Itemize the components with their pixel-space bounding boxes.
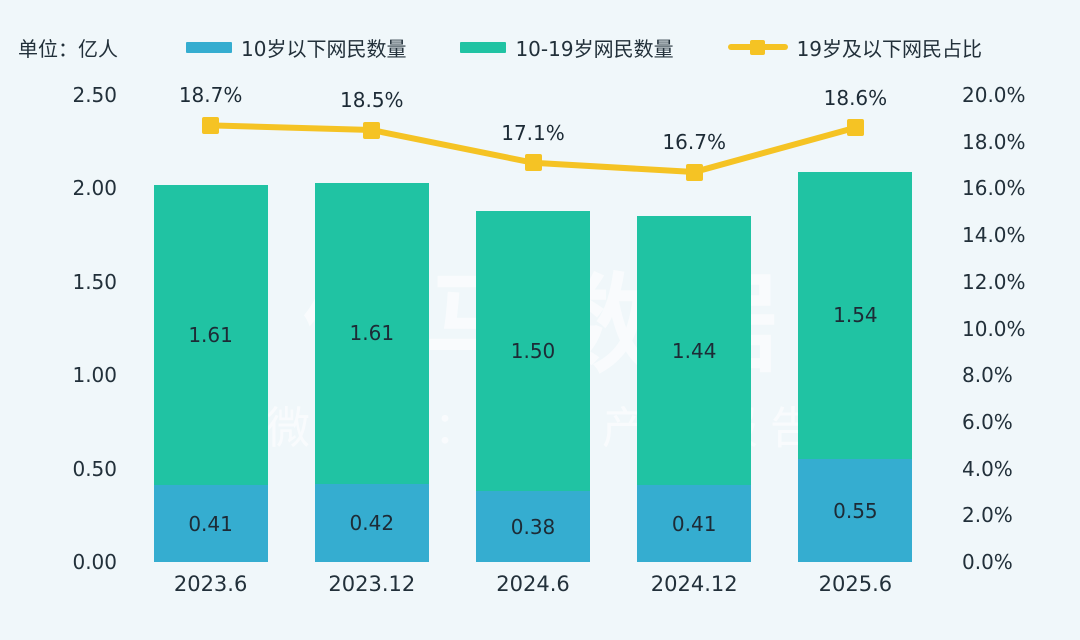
y-axis-right-tick: 12.0% [962,269,1026,294]
bar-value-label: 0.41 [671,511,717,536]
y-axis-right-tick: 18.0% [962,129,1026,154]
bar-value-label: 1.61 [188,323,233,348]
bar-segment-10to19[interactable]: 1.50 [476,210,590,492]
y-axis-right-tick: 2.0% [962,503,1013,528]
legend-item[interactable]: 10岁以下网民数量 [186,33,406,62]
y-axis-left: 0.00 0.50 1.00 1.50 2.00 2.50 [18,85,123,572]
y-axis-right-tick: 10.0% [962,316,1026,341]
share-point-label: 18.6% [823,85,888,110]
bar-value-label: 0.55 [833,498,878,523]
x-axis-tick-label: 2024.12 [650,572,738,596]
bar-segment-under10[interactable]: 0.42 [314,483,429,562]
share-line-marker[interactable] [363,121,381,139]
x-axis-tick-label: 2023.12 [328,572,416,596]
bar-value-label: 1.44 [671,338,717,363]
y-axis-right-tick: 4.0% [962,456,1013,481]
bar-segment-under10[interactable]: 0.38 [476,491,590,562]
y-axis-left-tick: 2.50 [72,83,117,107]
share-line-marker[interactable] [202,116,220,134]
share-line-marker[interactable] [524,154,542,172]
share-line-marker[interactable] [846,119,864,137]
share-point-label: 18.7% [178,83,243,108]
legend-item[interactable]: 19岁及以下网民占比 [727,33,983,62]
legend-item[interactable]: 10-19岁网民数量 [460,33,674,62]
bar-value-label: 1.50 [510,338,556,363]
bar-group[interactable]: 0.55 1.54 [798,95,913,562]
share-point-label: 17.1% [501,120,565,145]
y-axis-left-tick: 1.50 [72,269,117,294]
bar-segment-10to19[interactable]: 1.61 [314,182,429,484]
legend-bar-swatch-icon [186,41,232,53]
bar-value-label: 1.54 [833,303,878,328]
chart-legend: 10岁以下网民数量 10-19岁网民数量 19岁及以下网民占比 [186,33,982,62]
legend-item-label: 10岁以下网民数量 [241,36,407,61]
y-axis-right-tick: 8.0% [962,363,1013,388]
share-line-marker[interactable] [685,163,703,181]
x-axis-tick-label: 2025.6 [818,572,893,596]
legend-item-label: 10-19岁网民数量 [515,36,674,61]
bar-segment-10to19[interactable]: 1.44 [637,216,752,486]
legend-item-label: 19岁及以下网民占比 [796,36,983,61]
bar-segment-10to19[interactable]: 1.61 [153,184,268,486]
bar-group[interactable]: 0.42 1.61 [314,95,429,562]
plot-area: 0.41 1.61 0.42 1.61 0.38 1.50 0.41 1.44 0.55 1.54… [130,83,936,562]
unit-label: 单位：亿人 [18,36,118,61]
bar-segment-10to19[interactable]: 1.54 [798,171,913,460]
y-axis-right-tick: 20.0% [962,83,1026,107]
share-point-label: 16.7% [662,130,726,155]
y-axis-left-tick: 0.50 [72,456,117,481]
bar-value-label: 0.41 [188,511,233,536]
y-axis-right: 0.0% 2.0% 4.0% 6.0% 8.0% 10.0% 12.0% 14.0% 16.0%… [952,85,1057,572]
y-axis-right-tick: 0.0% [962,550,1013,574]
bar-segment-under10[interactable]: 0.55 [798,459,913,562]
y-axis-left-tick: 2.00 [72,176,117,201]
x-axis-tick-label: 2024.6 [496,572,570,596]
bar-value-label: 1.61 [349,321,395,346]
y-axis-left-tick: 1.00 [72,363,117,388]
bar-segment-under10[interactable]: 0.41 [637,485,752,562]
bar-value-label: 0.38 [510,514,556,539]
y-axis-left-tick: 0.00 [72,550,117,574]
y-axis-right-tick: 6.0% [962,409,1013,434]
legend-line-swatch-icon [727,38,788,56]
bar-group[interactable]: 0.41 1.61 [153,95,268,562]
share-point-label: 18.5% [340,88,404,113]
legend-bar-swatch-icon [460,41,507,53]
x-axis-tick-label: 2023.6 [173,572,248,596]
y-axis-right-tick: 14.0% [962,223,1026,248]
chart-header: 单位：亿人 10岁以下网民数量 10-19岁网民数量 19岁及以下网民占比 [18,30,1062,64]
y-axis-right-tick: 16.0% [962,176,1026,201]
bar-segment-under10[interactable]: 0.41 [153,485,268,562]
bar-value-label: 0.42 [349,510,395,535]
